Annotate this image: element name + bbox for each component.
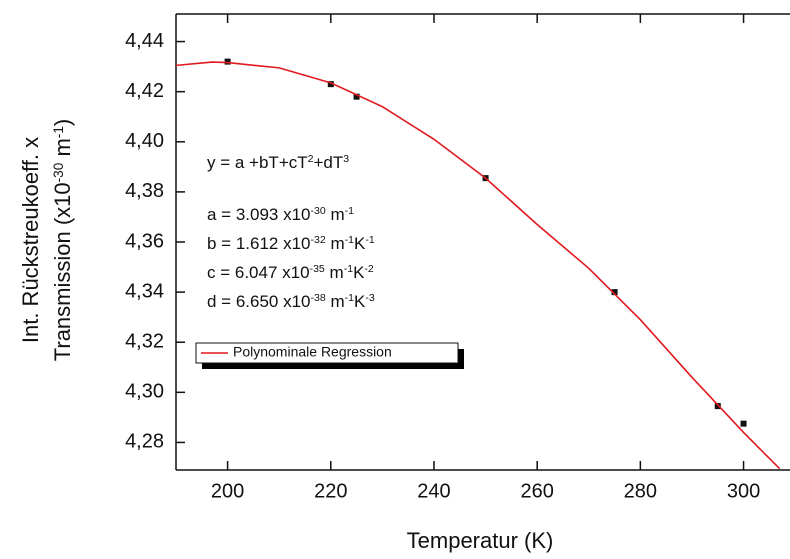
superscript: -30 <box>51 162 66 182</box>
x-tick-label: 280 <box>624 480 657 502</box>
legend-label: Polynominale Regression <box>233 344 392 360</box>
superscript: -1 <box>51 126 66 138</box>
text-segment: Transmission (x10 <box>50 182 75 361</box>
annotation: y = a +bT+cT2+dT3 <box>207 153 349 172</box>
superscript: -1 <box>365 234 375 246</box>
text-segment: K <box>354 234 366 253</box>
text-segment: y = a +bT+cT <box>207 153 308 172</box>
y-tick-label: 4,44 <box>125 30 164 52</box>
y-tick-label: 4,34 <box>125 280 164 302</box>
y-tick-label: 4,30 <box>125 381 164 403</box>
x-axis-title: Temperatur (K) <box>407 528 554 553</box>
text-segment: +dT <box>314 153 344 172</box>
text-segment: d = 6.650 x10 <box>207 292 311 311</box>
superscript: -30 <box>311 205 326 217</box>
annotation: a = 3.093 x10-30 m-1 <box>207 205 354 224</box>
legend-box <box>195 342 459 364</box>
y-tick-label: 4,42 <box>125 80 164 102</box>
superscript: -2 <box>364 263 374 275</box>
text-segment: K <box>353 263 365 282</box>
annotation: c = 6.047 x10-35 m-1K-2 <box>207 263 374 282</box>
data-point <box>224 58 231 65</box>
text-segment: m <box>325 263 344 282</box>
x-tick-label: 300 <box>727 480 760 502</box>
y-tick-label: 4,40 <box>125 130 164 152</box>
superscript: -1 <box>345 292 355 304</box>
superscript: -32 <box>311 234 326 246</box>
y-axis-title: Int. Rückstreukoeff. x <box>18 137 43 343</box>
text-segment: m <box>326 292 345 311</box>
text-segment: m <box>50 138 75 162</box>
x-tick-label: 240 <box>417 480 450 502</box>
annotation: d = 6.650 x10-38 m-1K-3 <box>207 292 375 311</box>
superscript: -38 <box>311 292 326 304</box>
y-tick-label: 4,38 <box>125 180 164 202</box>
text-segment: K <box>354 292 366 311</box>
x-tick-label: 260 <box>520 480 553 502</box>
data-point <box>714 403 721 410</box>
superscript: -1 <box>344 263 354 275</box>
superscript: -35 <box>310 263 325 275</box>
y-axis-title: Transmission (x10-30 m-1) <box>50 119 75 362</box>
text-segment: b = 1.612 x10 <box>207 234 311 253</box>
superscript: -1 <box>345 234 355 246</box>
y-tick-label: 4,36 <box>125 230 164 252</box>
data-point <box>611 289 618 296</box>
y-tick-label: 4,32 <box>125 331 164 353</box>
data-point <box>740 420 747 427</box>
text-segment: Int. Rückstreukoeff. x <box>18 137 43 343</box>
x-tick-label: 200 <box>211 480 244 502</box>
data-point <box>353 93 360 100</box>
regression-line <box>175 61 781 470</box>
text-segment: m <box>326 234 345 253</box>
superscript: -1 <box>345 205 355 217</box>
text-segment: a = 3.093 x10 <box>207 205 311 224</box>
text-segment: c = 6.047 x10 <box>207 263 310 282</box>
superscript: 3 <box>343 153 349 165</box>
text-segment: ) <box>50 119 75 126</box>
data-point <box>327 81 334 88</box>
x-tick-label: 220 <box>314 480 347 502</box>
y-tick-label: 4,28 <box>125 431 164 453</box>
superscript: -3 <box>365 292 375 304</box>
superscript: 2 <box>308 153 314 165</box>
text-segment: m <box>326 205 345 224</box>
annotation: b = 1.612 x10-32 m-1K-1 <box>207 234 375 253</box>
